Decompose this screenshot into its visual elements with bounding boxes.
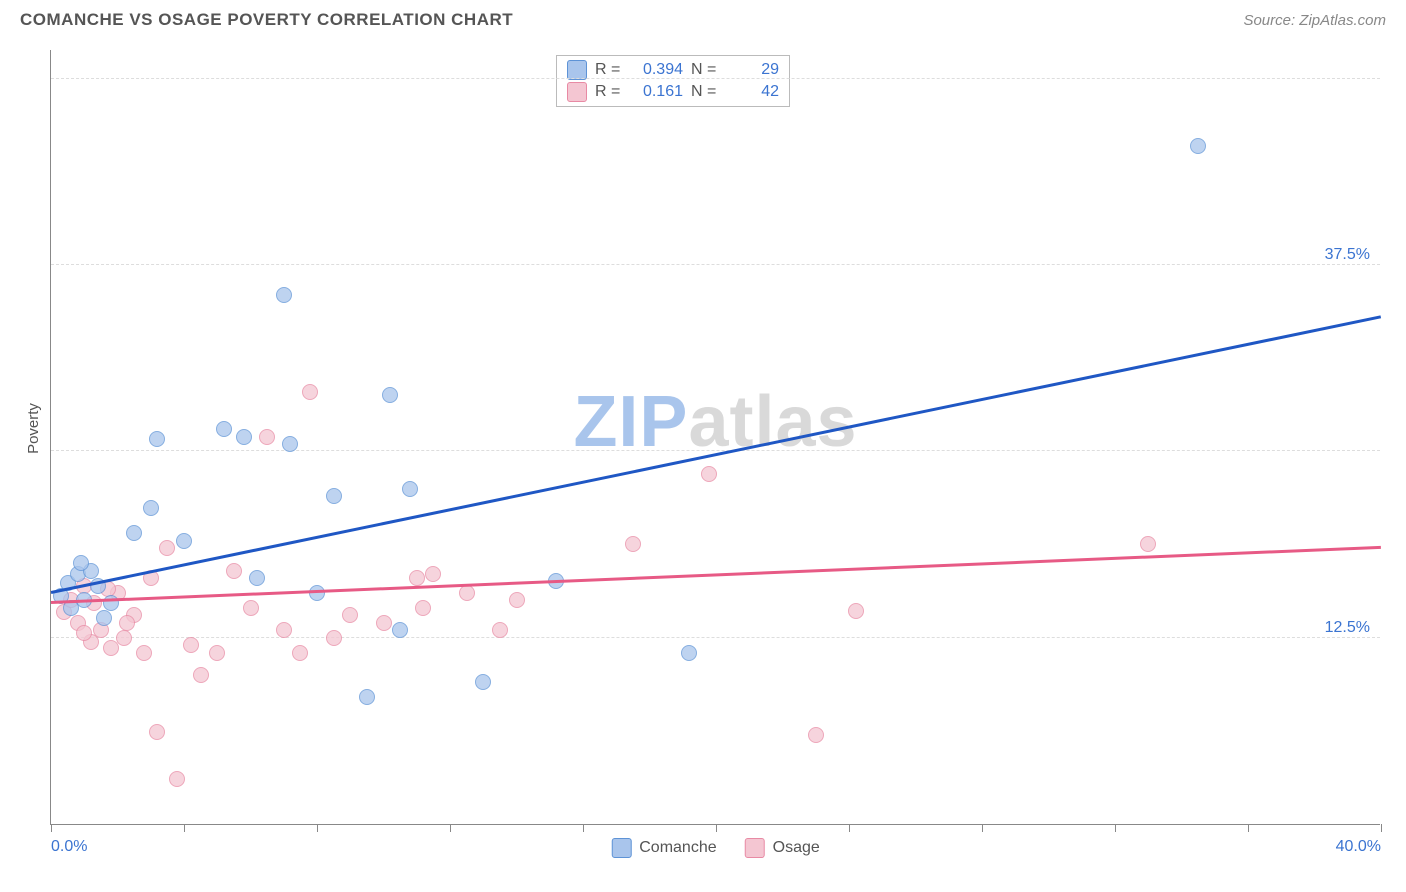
data-point	[149, 724, 165, 740]
data-point	[276, 287, 292, 303]
data-point	[259, 429, 275, 445]
r-value: 0.161	[633, 83, 683, 101]
data-point	[276, 622, 292, 638]
data-point	[402, 481, 418, 497]
data-point	[492, 622, 508, 638]
legend-label: Comanche	[639, 839, 716, 857]
y-tick-label: 12.5%	[1325, 619, 1370, 637]
data-point	[376, 615, 392, 631]
x-tick	[1115, 824, 1116, 832]
data-point	[1140, 536, 1156, 552]
legend-swatch	[611, 838, 631, 858]
gridline	[51, 264, 1380, 265]
data-point	[169, 771, 185, 787]
data-point	[249, 570, 265, 586]
data-point	[409, 570, 425, 586]
n-value: 42	[729, 83, 779, 101]
r-label: R =	[595, 83, 625, 101]
x-tick-label: 40.0%	[1336, 838, 1381, 856]
data-point	[382, 387, 398, 403]
legend-label: Osage	[773, 839, 820, 857]
data-point	[236, 429, 252, 445]
r-label: R =	[595, 61, 625, 79]
series-legend: Comanche Osage	[611, 838, 820, 858]
source-attribution: Source: ZipAtlas.com	[1243, 12, 1386, 29]
scatter-chart: ZIPatlas R = 0.394 N = 29 R = 0.161 N = …	[50, 50, 1380, 825]
data-point	[509, 592, 525, 608]
x-tick	[450, 824, 451, 832]
data-point	[425, 566, 441, 582]
data-point	[302, 384, 318, 400]
data-point	[342, 607, 358, 623]
legend-swatch	[745, 838, 765, 858]
data-point	[243, 600, 259, 616]
legend-swatch	[567, 82, 587, 102]
n-label: N =	[691, 61, 721, 79]
data-point	[326, 488, 342, 504]
data-point	[103, 640, 119, 656]
data-point	[415, 600, 431, 616]
data-point	[193, 667, 209, 683]
y-tick-label: 37.5%	[1325, 246, 1370, 264]
data-point	[848, 603, 864, 619]
data-point	[392, 622, 408, 638]
data-point	[701, 466, 717, 482]
x-tick	[51, 824, 52, 832]
data-point	[292, 645, 308, 661]
data-point	[359, 689, 375, 705]
data-point	[73, 555, 89, 571]
data-point	[226, 563, 242, 579]
data-point	[183, 637, 199, 653]
legend-row-osage: R = 0.161 N = 42	[567, 82, 779, 102]
data-point	[625, 536, 641, 552]
data-point	[1190, 138, 1206, 154]
data-point	[326, 630, 342, 646]
correlation-legend: R = 0.394 N = 29 R = 0.161 N = 42	[556, 55, 790, 107]
data-point	[116, 630, 132, 646]
chart-title: COMANCHE VS OSAGE POVERTY CORRELATION CH…	[20, 10, 513, 30]
data-point	[282, 436, 298, 452]
data-point	[119, 615, 135, 631]
trend-line	[51, 315, 1381, 593]
x-tick	[1248, 824, 1249, 832]
data-point	[136, 645, 152, 661]
data-point	[143, 500, 159, 516]
r-value: 0.394	[633, 61, 683, 79]
data-point	[459, 585, 475, 601]
x-tick	[317, 824, 318, 832]
data-point	[209, 645, 225, 661]
n-label: N =	[691, 83, 721, 101]
x-tick	[849, 824, 850, 832]
x-tick	[982, 824, 983, 832]
legend-item-comanche: Comanche	[611, 838, 716, 858]
data-point	[309, 585, 325, 601]
data-point	[808, 727, 824, 743]
legend-item-osage: Osage	[745, 838, 820, 858]
header: COMANCHE VS OSAGE POVERTY CORRELATION CH…	[0, 0, 1406, 36]
x-tick-label: 0.0%	[51, 838, 87, 856]
gridline	[51, 450, 1380, 451]
data-point	[681, 645, 697, 661]
x-tick	[1381, 824, 1382, 832]
x-tick	[583, 824, 584, 832]
data-point	[126, 525, 142, 541]
data-point	[475, 674, 491, 690]
data-point	[76, 625, 92, 641]
x-tick	[184, 824, 185, 832]
gridline	[51, 637, 1380, 638]
gridline	[51, 78, 1380, 79]
n-value: 29	[729, 61, 779, 79]
data-point	[159, 540, 175, 556]
data-point	[216, 421, 232, 437]
data-point	[96, 610, 112, 626]
x-tick	[716, 824, 717, 832]
data-point	[149, 431, 165, 447]
y-axis-label: Poverty	[25, 403, 42, 454]
data-point	[176, 533, 192, 549]
